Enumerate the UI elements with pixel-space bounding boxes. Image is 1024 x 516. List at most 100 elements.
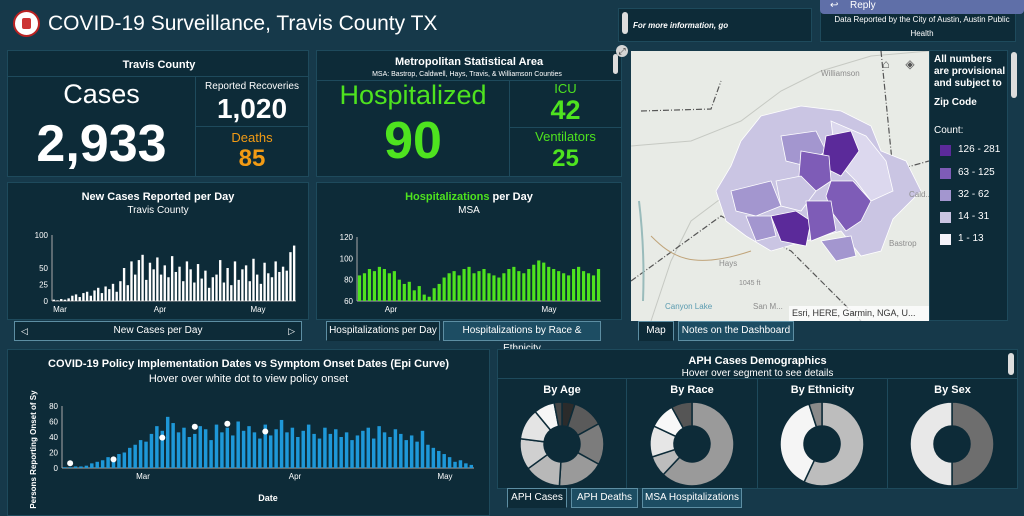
scrollbar[interactable] — [613, 54, 618, 74]
hospitalizations-chart[interactable]: 120 100 80 60 Apr May — [317, 221, 621, 319]
policy-dot — [191, 423, 198, 430]
policy-dot — [110, 456, 117, 463]
bar — [412, 290, 416, 301]
by-ethnicity-title: By Ethnicity — [790, 384, 855, 396]
data-reported-text: Data Reported by the City of Austin, Aus… — [834, 15, 1010, 38]
bar — [100, 293, 104, 301]
chevron-right-icon[interactable]: ▷ — [288, 326, 295, 336]
y-axis-label: Persons Reporting Onset of Sym — [29, 390, 38, 509]
reply-popup[interactable]: ↩ Reply — [820, 0, 1024, 14]
y-tick-label: 60 — [344, 297, 353, 306]
bar — [279, 419, 284, 468]
tab-notes[interactable]: Notes on the Dashboard — [678, 321, 794, 341]
bar — [122, 268, 126, 301]
bar — [537, 260, 541, 301]
bar — [361, 430, 365, 468]
bar — [111, 283, 115, 301]
tab-msa-hospitalizations[interactable]: MSA Hospitalizations — [642, 488, 742, 508]
bar — [415, 441, 419, 468]
zip-code-map[interactable]: Williamson Hays Bastrop Cald... Canyon L… — [631, 51, 929, 321]
bar — [222, 282, 226, 301]
bar — [289, 252, 292, 301]
bar — [467, 266, 471, 301]
scrollbar[interactable] — [1008, 353, 1014, 375]
bar — [78, 297, 81, 301]
policy-dot — [67, 460, 74, 467]
bar — [189, 269, 192, 301]
bar — [512, 266, 516, 301]
y-tick-label: 50 — [39, 264, 48, 273]
bar — [487, 273, 491, 301]
bar — [122, 452, 127, 468]
legend-swatch — [940, 190, 951, 201]
tab-hospitalizations-per-day[interactable]: Hospitalizations per Day — [326, 321, 440, 341]
expand-icon[interactable]: ⤢ — [616, 45, 628, 57]
bar — [274, 429, 278, 468]
bar — [230, 285, 233, 301]
y-tick-label: 80 — [49, 402, 58, 411]
bar — [133, 444, 137, 468]
bar — [126, 285, 129, 301]
bar — [141, 254, 144, 301]
new-cases-chart[interactable]: 100 50 25 0 Mar Apr May — [8, 221, 308, 319]
map-canvas[interactable]: Williamson Hays Bastrop Cald... Canyon L… — [631, 51, 929, 321]
tab-aph-deaths[interactable]: APH Deaths — [571, 488, 638, 508]
tab-aph-cases[interactable]: APH Cases — [507, 488, 567, 508]
bar — [209, 440, 213, 468]
donut-slice — [670, 401, 693, 430]
bar — [426, 444, 430, 468]
bar — [567, 275, 571, 301]
bar — [163, 265, 166, 301]
bar — [62, 467, 67, 468]
bar — [472, 273, 476, 301]
cases-label: Cases — [63, 79, 140, 109]
tab-hospitalizations-race[interactable]: Hospitalizations by Race & Ethnicity — [443, 321, 601, 354]
legend-swatch — [940, 168, 951, 179]
bar — [128, 447, 132, 468]
epi-curve-chart[interactable]: 80 60 40 20 0 Mar Apr May Date Persons Reporting … — [8, 390, 489, 516]
legend-swatch — [940, 234, 951, 245]
demographics-title: APH Cases Demographics — [688, 355, 827, 367]
donut-slice — [803, 401, 865, 487]
bar — [267, 273, 270, 301]
bar — [362, 273, 367, 301]
bar — [427, 296, 431, 301]
scrollbar[interactable] — [622, 12, 628, 34]
bar — [392, 271, 396, 301]
bar — [171, 423, 175, 468]
demographics-donuts[interactable] — [498, 398, 1017, 488]
bar — [156, 257, 159, 301]
policy-dot — [262, 428, 269, 435]
chevron-left-icon[interactable]: ◁ — [21, 326, 28, 336]
tab-map[interactable]: Map — [638, 321, 674, 341]
x-tick-label: May — [541, 305, 556, 314]
bar — [437, 283, 441, 301]
bar — [211, 277, 215, 301]
bar — [367, 269, 372, 301]
deaths-value: 85 — [238, 145, 266, 172]
bar — [133, 274, 137, 301]
map-label-canyon: Canyon Lake — [665, 302, 713, 311]
scrollbar[interactable] — [1011, 52, 1017, 98]
bar — [437, 450, 441, 468]
layers-icon[interactable]: ◈ — [905, 57, 915, 71]
bar — [402, 283, 406, 301]
bar — [263, 424, 268, 468]
bar — [527, 269, 531, 301]
chart-title: COVID-19 Policy Implementation Dates vs … — [48, 358, 449, 370]
bar — [420, 430, 425, 468]
x-tick-label: Mar — [136, 472, 150, 481]
tab-new-cases[interactable]: ◁ New Cases per Day ▷ — [14, 321, 302, 341]
bar — [160, 430, 165, 468]
x-tick-label: Apr — [385, 305, 398, 314]
bar — [236, 421, 240, 468]
bar — [148, 262, 152, 301]
home-icon[interactable]: ⌂ — [882, 57, 890, 71]
bar — [431, 447, 436, 468]
epi-curve-panel: COVID-19 Policy Implementation Dates vs … — [7, 349, 490, 516]
bar — [270, 277, 274, 301]
more-info-text[interactable]: For more information, go — [633, 21, 729, 30]
bar — [119, 281, 122, 301]
bar — [462, 269, 466, 301]
bar — [404, 440, 408, 468]
